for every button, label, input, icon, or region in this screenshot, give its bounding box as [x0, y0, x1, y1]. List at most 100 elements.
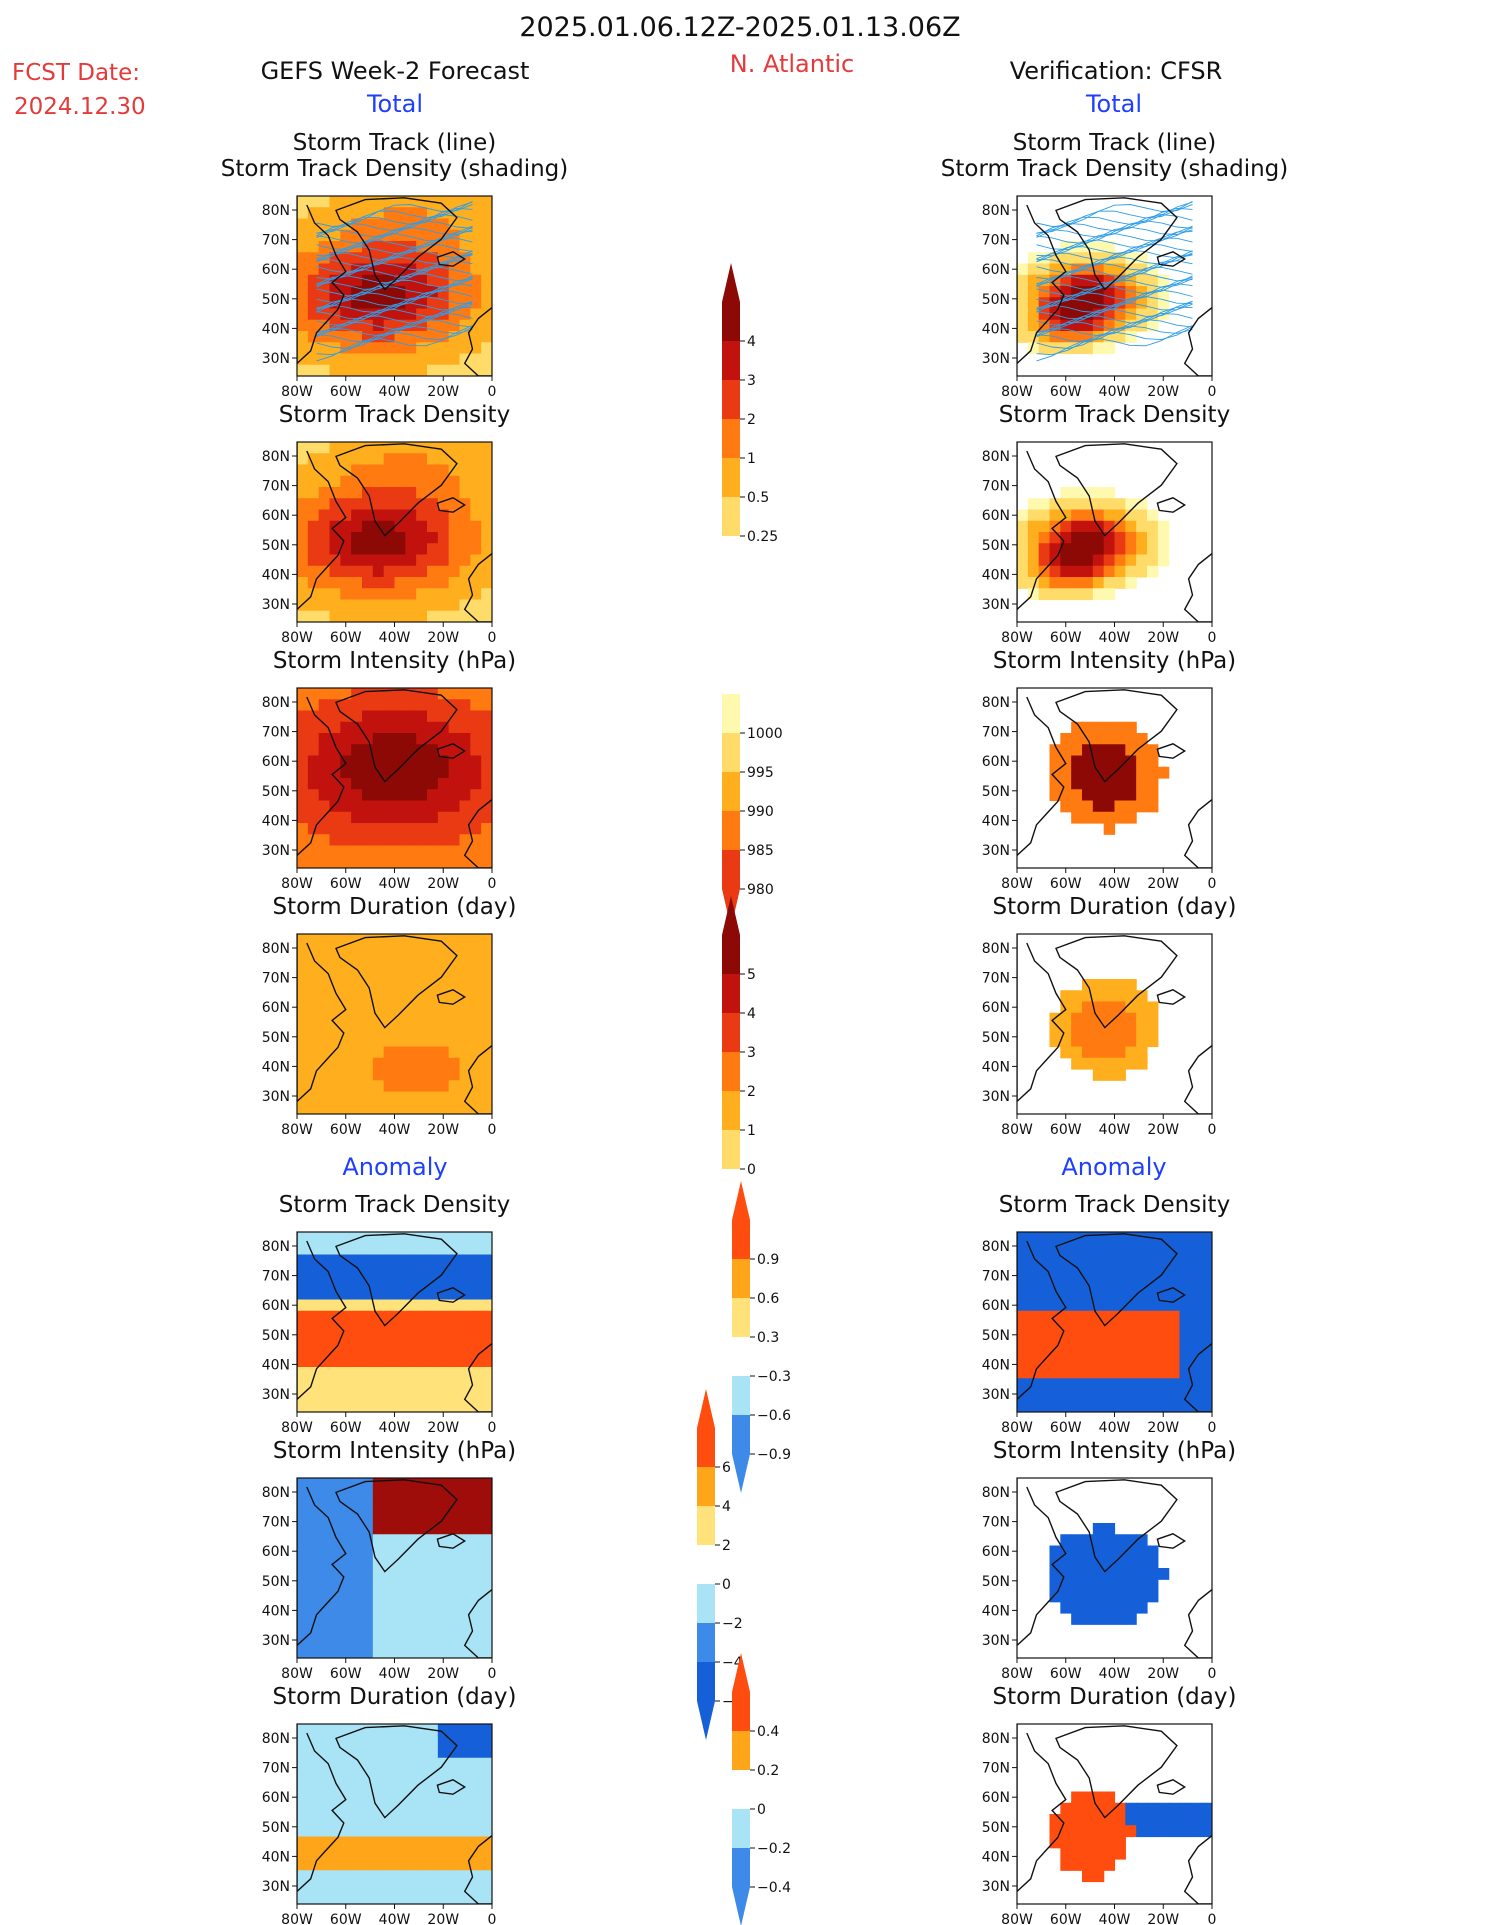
field-cell — [470, 1579, 482, 1592]
field-cell — [427, 364, 439, 376]
field-cell — [307, 1500, 320, 1513]
field-cell — [437, 800, 450, 813]
field-cell — [351, 599, 363, 612]
field-cell — [318, 286, 331, 298]
lon-label: 0 — [488, 630, 497, 646]
field-cell — [470, 464, 482, 477]
field-cell — [383, 710, 396, 723]
field-cell — [1049, 565, 1061, 578]
field-cell — [1157, 1802, 1170, 1815]
field-cell — [362, 1024, 374, 1036]
field-cell — [427, 1254, 439, 1267]
lon-label: 0 — [1208, 876, 1217, 892]
field-cell — [1038, 1322, 1051, 1334]
field-cell — [394, 1780, 406, 1793]
field-cell — [1027, 554, 1040, 567]
field-cell — [427, 755, 439, 768]
field-cell — [1027, 1254, 1040, 1267]
field-cell — [351, 834, 363, 847]
storm-track-line — [1036, 319, 1193, 343]
field-cell — [1049, 755, 1061, 768]
field-cell — [329, 811, 341, 824]
field-cell — [1038, 1400, 1051, 1412]
field-cell — [416, 475, 428, 488]
colorbar-cell — [697, 1545, 715, 1584]
field-cell — [394, 487, 406, 499]
coastline — [1183, 553, 1212, 622]
field-cell — [481, 1254, 492, 1267]
field-cell — [383, 565, 396, 578]
field-cell — [340, 1378, 352, 1391]
field-cell — [351, 487, 363, 499]
coastline — [1156, 1533, 1187, 1549]
field-cell — [318, 823, 331, 835]
field-cell — [1060, 1400, 1072, 1412]
field-cell — [481, 229, 492, 242]
field-cell — [470, 599, 482, 612]
field-cell — [383, 263, 396, 276]
field-cell — [1201, 1288, 1212, 1301]
field-cell — [470, 1102, 482, 1114]
field-cell — [1136, 286, 1148, 298]
field-cell — [394, 1724, 406, 1736]
field-cell — [470, 1288, 482, 1301]
field-cell — [405, 610, 417, 622]
colorbar-label: −0.4 — [757, 1880, 791, 1896]
field-cell — [405, 1277, 417, 1289]
field-cell — [470, 1344, 482, 1357]
storm-track-line — [1036, 226, 1193, 257]
field-cell — [329, 789, 341, 802]
lon-label: 0 — [1208, 1420, 1217, 1436]
field-cell — [372, 1635, 385, 1648]
field-cell — [318, 610, 331, 622]
storm-track-line — [1036, 296, 1193, 320]
field-cell — [329, 286, 341, 298]
field-cell — [383, 721, 396, 734]
field-cell — [1147, 1568, 1159, 1580]
field-cell — [1125, 766, 1137, 779]
field-cell — [437, 733, 450, 745]
field-cell — [297, 1277, 309, 1289]
field-cell — [1114, 1012, 1126, 1025]
field-cell — [481, 453, 492, 466]
field-cell — [1071, 1378, 1083, 1391]
field-cell — [416, 778, 428, 790]
field-cell — [1060, 733, 1072, 745]
field-cell — [383, 1102, 396, 1114]
field-cell — [448, 1579, 461, 1592]
field-cell — [383, 442, 396, 454]
field-cell — [394, 755, 406, 768]
lat-label: 80N — [262, 941, 290, 957]
lat-label: 70N — [982, 479, 1010, 495]
field-cell — [470, 263, 482, 276]
field-cell — [307, 1102, 320, 1114]
field-cell — [394, 218, 406, 231]
field-cell — [459, 1802, 471, 1815]
field-cell — [297, 1355, 309, 1368]
field-cell — [318, 856, 331, 868]
field-cell — [351, 1333, 363, 1346]
field-cell — [416, 979, 428, 991]
field-cell — [1179, 1400, 1191, 1412]
field-cell — [481, 1355, 492, 1368]
field-cell — [448, 1299, 461, 1312]
field-cell — [394, 599, 406, 612]
fcst-date: 2024.12.30 — [14, 94, 146, 120]
field-cell — [340, 1069, 352, 1081]
field-cell — [1071, 342, 1083, 355]
field-cell — [1060, 1378, 1072, 1391]
field-cell — [372, 1847, 385, 1860]
field-cell — [1038, 1277, 1051, 1289]
field-cell — [340, 755, 352, 768]
field-cell — [405, 286, 417, 298]
field-cell — [1038, 577, 1051, 589]
field-cell — [1147, 1310, 1159, 1323]
anomaly-label-left: Anomaly — [342, 1153, 447, 1181]
lat-label: 40N — [982, 567, 1010, 583]
field-cell — [459, 766, 471, 779]
field-cell — [1038, 331, 1051, 343]
panel-title: Storm Duration (day) — [993, 1684, 1237, 1710]
field-cell — [297, 196, 309, 208]
field-cell — [405, 331, 417, 343]
field-cell — [1179, 1814, 1191, 1826]
